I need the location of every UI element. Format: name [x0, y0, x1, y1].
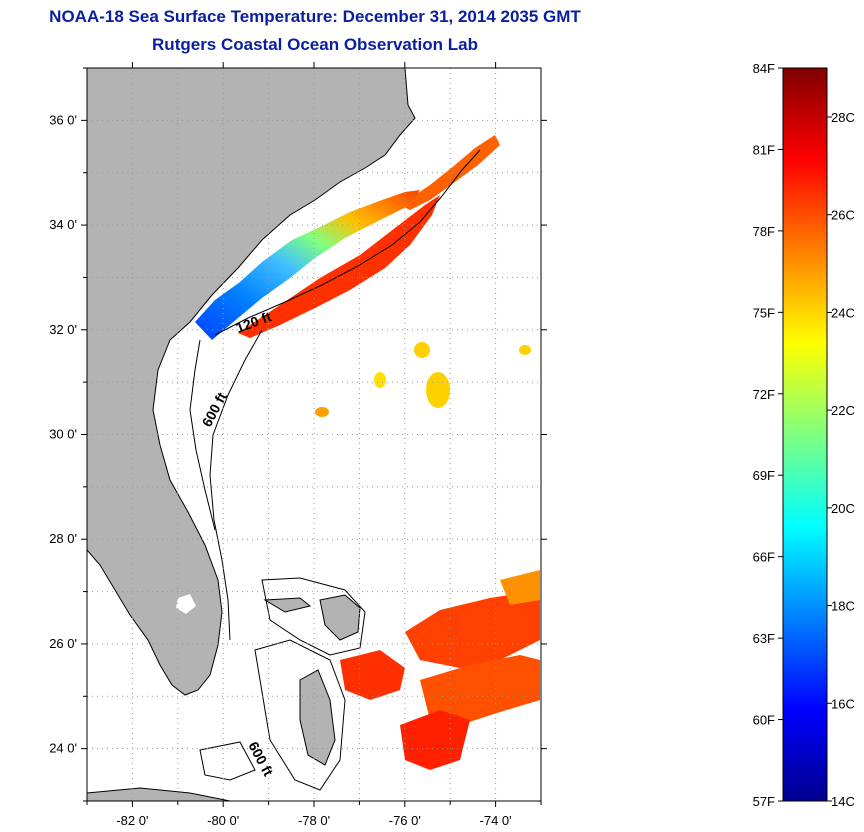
colorbar-bar: [782, 67, 828, 802]
land-bahamas-abaco: [319, 594, 361, 641]
colorbar-f-label: 84F: [753, 61, 775, 76]
colorbar-f-label: 63F: [753, 631, 775, 646]
land-cuba: [87, 787, 231, 801]
colorbar-c-label: 22C: [831, 403, 855, 418]
lat-label: 26 0': [49, 636, 77, 651]
lon-label: -82 0': [116, 813, 148, 828]
map-title: NOAA-18 Sea Surface Temperature: Decembe…: [49, 7, 581, 26]
lon-label: -74 0': [480, 813, 512, 828]
colorbar-c-label: 20C: [831, 501, 855, 516]
colorbar-c-label: 14C: [831, 794, 855, 809]
lon-label: -80 0': [207, 813, 239, 828]
colorbar-f-label: 69F: [753, 468, 775, 483]
bahamas-sst-orange: [500, 570, 540, 605]
longitude-labels: -82 0' -80 0' -78 0' -76 0' -74 0': [116, 813, 511, 828]
colorbar-c-label: 24C: [831, 305, 855, 320]
latitude-labels: 36 0' 34 0' 32 0' 30 0' 28 0' 26 0' 24 0': [49, 112, 77, 755]
bahamas-sst-east: [420, 655, 540, 725]
colorbar-f-label: 66F: [753, 550, 775, 565]
colorbar-f-label: 72F: [753, 387, 775, 402]
depth-contour-bahamas-3: [199, 741, 256, 781]
colorbar-f-label: 57F: [753, 794, 775, 809]
coastal-cold-sst: [195, 190, 420, 340]
bahamas-sst-north: [405, 590, 540, 668]
gulf-stream-sst: [238, 195, 440, 338]
colorbar-f-label: 78F: [753, 224, 775, 239]
depth-contour-bahamas-2: [254, 639, 346, 791]
colorbar-c-label: 18C: [831, 599, 855, 614]
lon-label: -76 0': [389, 813, 421, 828]
colorbar-f-label: 75F: [753, 305, 775, 320]
map-ticks: [81, 62, 547, 807]
lat-label: 30 0': [49, 427, 77, 442]
depth-contour-120ft: [214, 149, 481, 336]
lon-label: -78 0': [298, 813, 330, 828]
lat-label: 28 0': [49, 531, 77, 546]
land-grand-bahama: [263, 597, 312, 613]
land-bahamas-andros: [299, 669, 336, 766]
sst-patch-orange-1: [315, 407, 329, 417]
colorbar-fahrenheit-labels: 84F 81F 78F 75F 72F 69F 66F 63F 60F 57F: [753, 61, 783, 809]
lake-okeechobee: [176, 594, 196, 614]
lat-label: 34 0': [49, 217, 77, 232]
land-southeast-us: [87, 68, 416, 696]
colorbar-c-label: 16C: [831, 696, 855, 711]
lat-label: 24 0': [49, 741, 77, 756]
sst-patch-yellow-4: [519, 345, 531, 355]
lat-lon-grid: [87, 68, 541, 801]
colorbar-celsius-labels: 28C 26C 24C 22C 20C 18C 16C 14C: [827, 110, 855, 809]
sst-patch-yellow-3: [374, 372, 386, 388]
colorbar-c-label: 28C: [831, 110, 855, 125]
colorbar-f-label: 81F: [753, 142, 775, 157]
depth-contour-bahamas: [261, 577, 366, 656]
colorbar-c-label: 26C: [831, 208, 855, 223]
bahamas-sst-southeast: [400, 710, 470, 770]
sst-patch-yellow-1: [426, 372, 450, 408]
bahamas-sst-south: [340, 650, 405, 700]
gulf-stream-sst-north: [400, 135, 500, 210]
colorbar-f-label: 60F: [753, 713, 775, 728]
sst-patch-yellow-2: [414, 342, 430, 358]
depth-contour-600ft: [209, 329, 263, 641]
lat-label: 36 0': [49, 112, 77, 127]
lat-label: 32 0': [49, 322, 77, 337]
map-subtitle: Rutgers Coastal Ocean Observation Lab: [152, 35, 478, 54]
depth-contour-inner: [189, 339, 216, 531]
